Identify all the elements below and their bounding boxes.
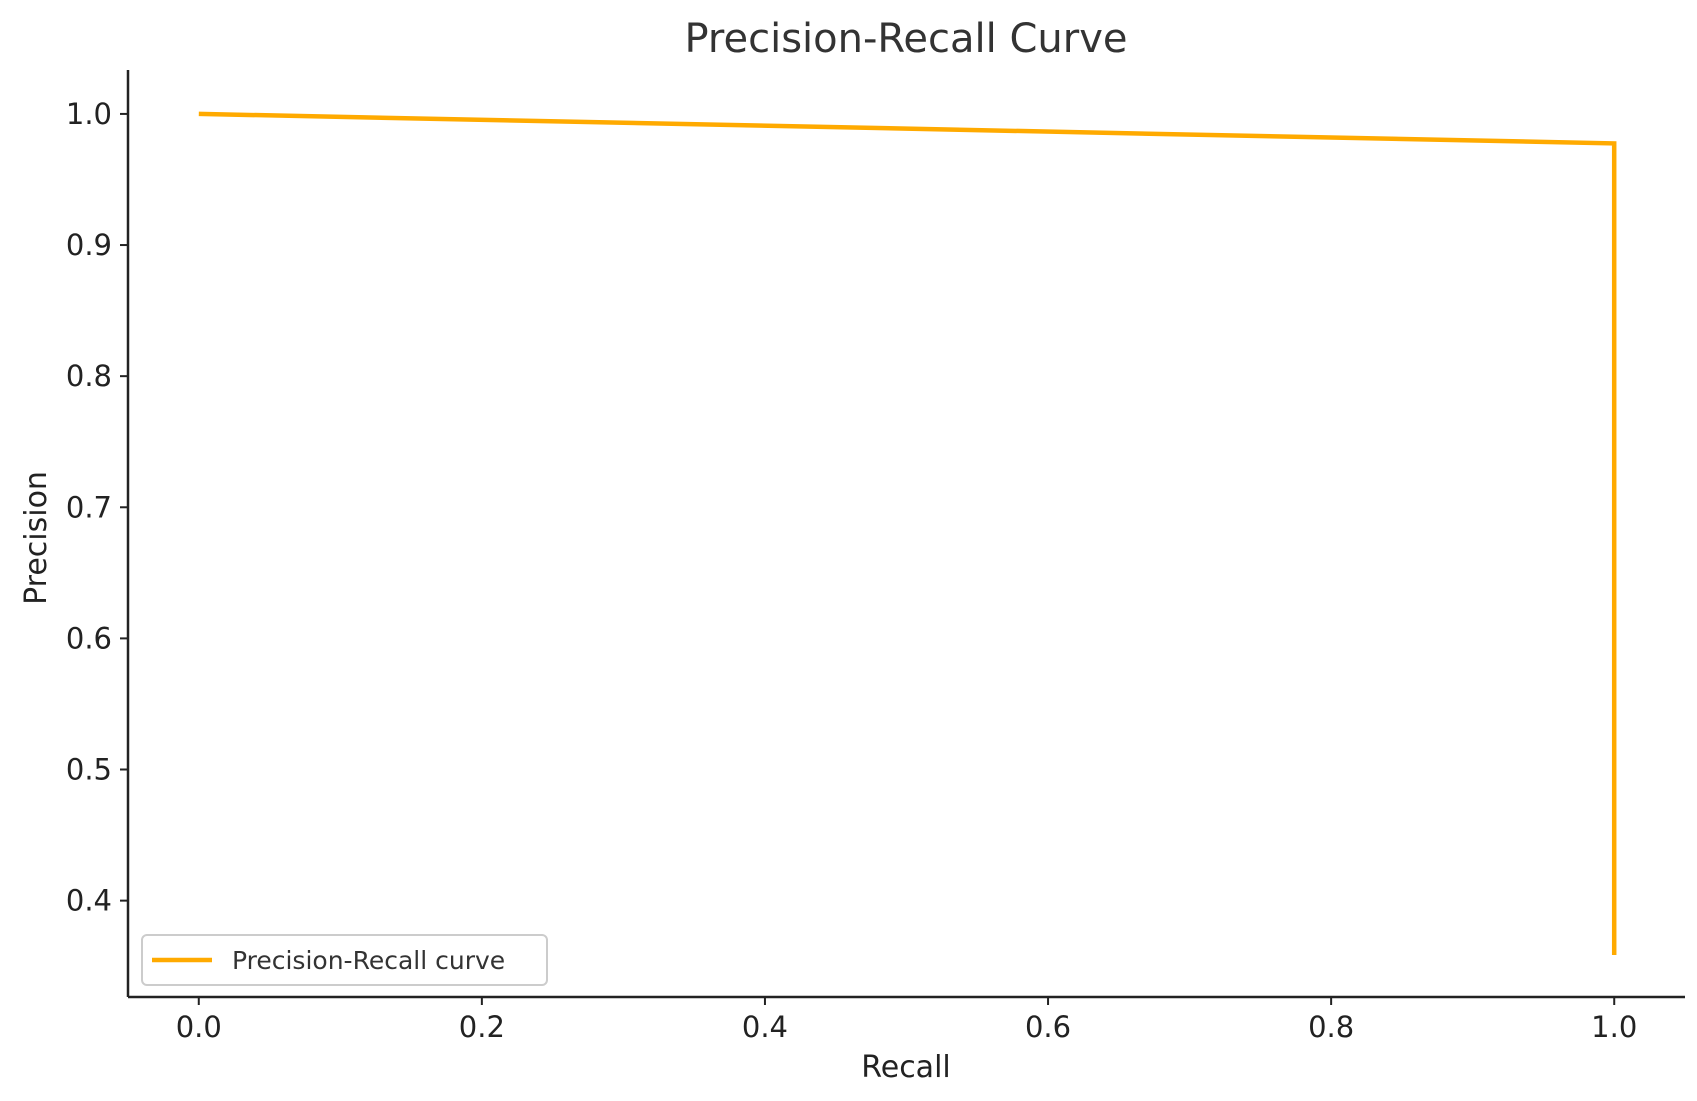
y-tick-label: 0.7 [66, 490, 112, 524]
y-tick-label: 0.6 [66, 621, 112, 655]
legend-label: Precision-Recall curve [232, 946, 505, 975]
legend: Precision-Recall curve [141, 934, 548, 986]
y-tick-label: 0.9 [66, 228, 112, 262]
x-tick-label: 1.0 [1591, 1010, 1637, 1044]
x-tick-label: 0.6 [1025, 1010, 1071, 1044]
y-tick-label: 0.5 [66, 753, 112, 787]
x-tick-label: 0.2 [459, 1010, 505, 1044]
series-group [198, 111, 1617, 955]
x-axis-label: Recall [861, 1050, 951, 1085]
ticks: 0.0 0.2 0.4 0.6 0.8 1.0 0.4 0.5 0.6 0.7 0.8 0.9 1.0 [66, 97, 1637, 1044]
y-axis-label: Precision [19, 471, 54, 605]
y-tick-label: 1.0 [66, 97, 112, 131]
axes [126, 70, 1685, 999]
y-tick-label: 0.4 [66, 884, 112, 918]
x-tick-label: 0.8 [1308, 1010, 1354, 1044]
pr-curve-line [198, 111, 1617, 955]
chart-title: Precision-Recall Curve [685, 16, 1128, 62]
x-tick-label: 0.0 [176, 1010, 222, 1044]
y-tick-label: 0.8 [66, 359, 112, 393]
legend-box [141, 934, 548, 986]
x-tick-label: 0.4 [742, 1010, 788, 1044]
